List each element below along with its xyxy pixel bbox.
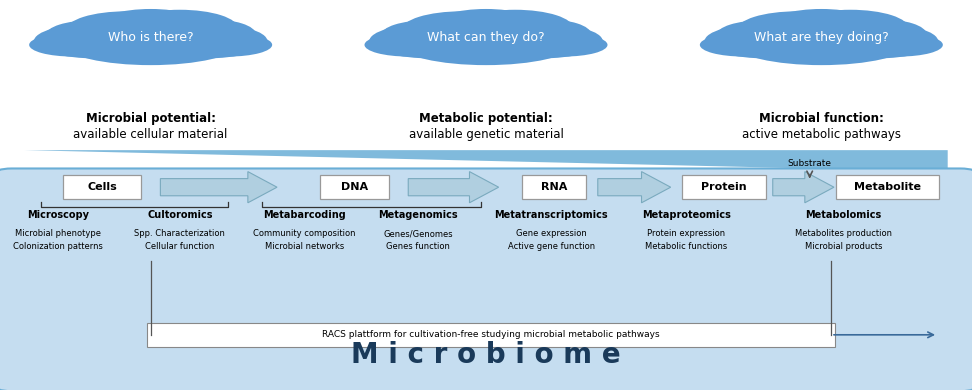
Text: Metabolomics: Metabolomics (806, 209, 882, 220)
FancyBboxPatch shape (522, 176, 586, 199)
Ellipse shape (122, 10, 238, 47)
Text: available genetic material: available genetic material (408, 128, 564, 141)
FancyBboxPatch shape (682, 176, 766, 199)
Ellipse shape (34, 23, 160, 58)
Ellipse shape (705, 23, 831, 58)
Text: Metatranscriptomics: Metatranscriptomics (495, 209, 608, 220)
Text: Community composition: Community composition (253, 229, 356, 239)
Ellipse shape (369, 23, 496, 58)
Text: Substrate: Substrate (787, 159, 832, 168)
Text: M i c r o b i o m e: M i c r o b i o m e (351, 340, 621, 369)
Polygon shape (598, 172, 671, 203)
FancyBboxPatch shape (147, 323, 835, 347)
Text: Spp. Characterization: Spp. Characterization (134, 229, 226, 239)
Ellipse shape (364, 33, 452, 57)
Text: Metabolite: Metabolite (854, 182, 920, 192)
Text: Microbial phenotype: Microbial phenotype (16, 229, 101, 239)
Text: Cellular function: Cellular function (145, 242, 215, 251)
Ellipse shape (162, 19, 256, 49)
Text: Cells: Cells (87, 182, 117, 192)
Text: DNA: DNA (341, 182, 368, 192)
Text: Metagenomics: Metagenomics (378, 209, 458, 220)
Ellipse shape (737, 11, 857, 49)
Ellipse shape (855, 33, 943, 57)
Text: Who is there?: Who is there? (108, 31, 193, 44)
Text: Microbial products: Microbial products (805, 242, 883, 251)
Ellipse shape (520, 33, 608, 57)
FancyBboxPatch shape (836, 176, 939, 199)
Text: Metaproteomics: Metaproteomics (642, 209, 731, 220)
Ellipse shape (768, 9, 875, 42)
Text: Cultoromics: Cultoromics (147, 209, 213, 220)
FancyBboxPatch shape (62, 176, 142, 199)
Ellipse shape (792, 10, 909, 47)
Text: RACS plattform for cultivation-free studying microbial metabolic pathways: RACS plattform for cultivation-free stud… (322, 330, 660, 339)
Text: Protein: Protein (702, 182, 746, 192)
FancyBboxPatch shape (321, 176, 389, 199)
Text: Microbial function:: Microbial function: (759, 112, 884, 126)
FancyBboxPatch shape (0, 168, 972, 390)
Ellipse shape (476, 23, 603, 58)
Ellipse shape (812, 23, 938, 58)
Text: Microbial networks: Microbial networks (264, 242, 344, 251)
Text: active metabolic pathways: active metabolic pathways (742, 128, 901, 141)
Text: Microscopy: Microscopy (27, 209, 89, 220)
Text: Microbial potential:: Microbial potential: (86, 112, 216, 126)
Text: available cellular material: available cellular material (74, 128, 227, 141)
Ellipse shape (457, 10, 573, 47)
Polygon shape (160, 172, 277, 203)
Ellipse shape (65, 25, 236, 65)
Ellipse shape (433, 9, 539, 42)
Ellipse shape (66, 11, 187, 49)
Ellipse shape (46, 20, 139, 50)
Text: Metabolites production: Metabolites production (795, 229, 892, 239)
Text: What can they do?: What can they do? (427, 31, 545, 44)
Ellipse shape (833, 19, 926, 49)
Polygon shape (773, 172, 834, 203)
Ellipse shape (498, 19, 591, 49)
Text: Genes function: Genes function (386, 242, 450, 251)
Text: Active gene function: Active gene function (507, 242, 595, 251)
Ellipse shape (736, 25, 907, 65)
Ellipse shape (97, 9, 204, 42)
Ellipse shape (400, 25, 572, 65)
Ellipse shape (401, 11, 522, 49)
Text: Metabolic potential:: Metabolic potential: (419, 112, 553, 126)
Text: What are they doing?: What are they doing? (754, 31, 888, 44)
Ellipse shape (381, 20, 474, 50)
Text: Metabarcoding: Metabarcoding (262, 209, 346, 220)
Ellipse shape (716, 20, 810, 50)
Text: Colonization patterns: Colonization patterns (14, 242, 103, 251)
Ellipse shape (185, 33, 272, 57)
Polygon shape (408, 172, 499, 203)
Ellipse shape (29, 33, 117, 57)
Text: Genes/Genomes: Genes/Genomes (383, 229, 453, 239)
Polygon shape (24, 150, 948, 172)
Text: RNA: RNA (540, 182, 568, 192)
Ellipse shape (141, 23, 267, 58)
Ellipse shape (700, 33, 787, 57)
Text: Gene expression: Gene expression (516, 229, 586, 239)
Text: Metabolic functions: Metabolic functions (645, 242, 727, 251)
Text: Protein expression: Protein expression (647, 229, 725, 239)
